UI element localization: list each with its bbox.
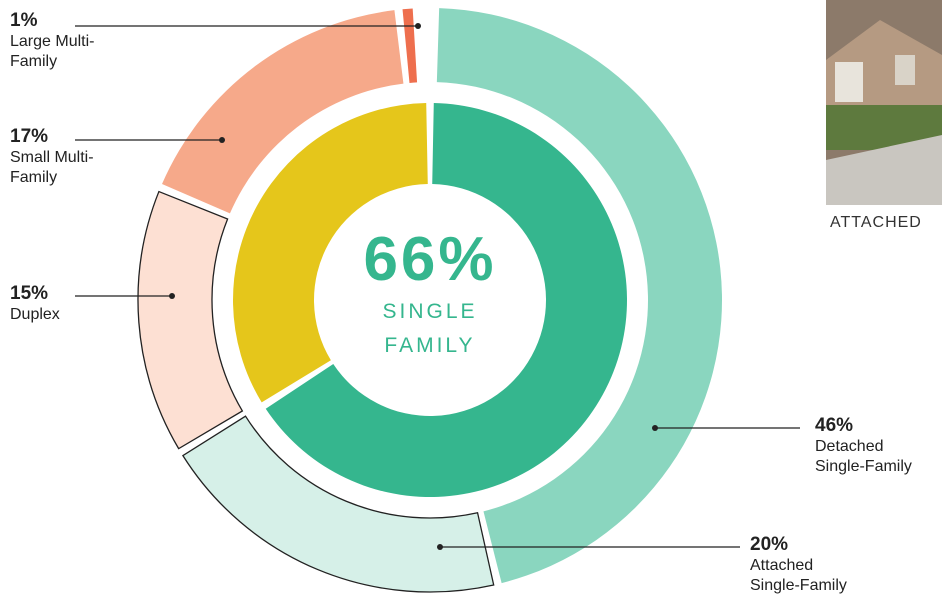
- segment-value: 20%: [750, 534, 789, 555]
- photo: [826, 0, 942, 205]
- center-value: 66%: [363, 225, 497, 294]
- segment-name: Duplex: [10, 306, 60, 323]
- segment-name: Small Multi-Family: [10, 149, 94, 186]
- segment-label: 46% Detached Single-Family: [815, 415, 942, 477]
- leader-dot: [437, 544, 443, 550]
- segment-value: 46%: [815, 415, 854, 436]
- outer-segment: [436, 8, 723, 584]
- outer-segment: [402, 8, 418, 83]
- donut-hole: [316, 186, 544, 414]
- segment-name: Large Multi-Family: [10, 33, 95, 70]
- center-label: 66% SINGLE FAMILY: [330, 225, 530, 363]
- segment-label: 20% Attached Single-Family: [750, 534, 880, 596]
- inner-segment: [265, 103, 627, 497]
- segment-value: 1%: [10, 10, 38, 31]
- photo-caption: ATTACHED: [830, 214, 922, 231]
- center-category: SINGLE FAMILY: [382, 300, 478, 357]
- segment-value: 15%: [10, 283, 49, 304]
- segment-label: 1% Large Multi-Family: [10, 10, 140, 72]
- outer-segment: [162, 10, 404, 214]
- segment-value: 17%: [10, 126, 49, 147]
- leader-dot: [169, 293, 175, 299]
- outer-segment: [182, 415, 495, 593]
- segment-name: Attached Single-Family: [750, 557, 847, 594]
- leader-dot: [219, 137, 225, 143]
- inner-segment: [233, 103, 428, 403]
- leader-dot: [415, 23, 421, 29]
- outer-segment: [137, 190, 244, 450]
- segment-label: 17% Small Multi-Family: [10, 126, 140, 188]
- segment-label: 15% Duplex: [10, 283, 140, 325]
- leader-dot: [652, 425, 658, 431]
- segment-name: Detached Single-Family: [815, 438, 912, 475]
